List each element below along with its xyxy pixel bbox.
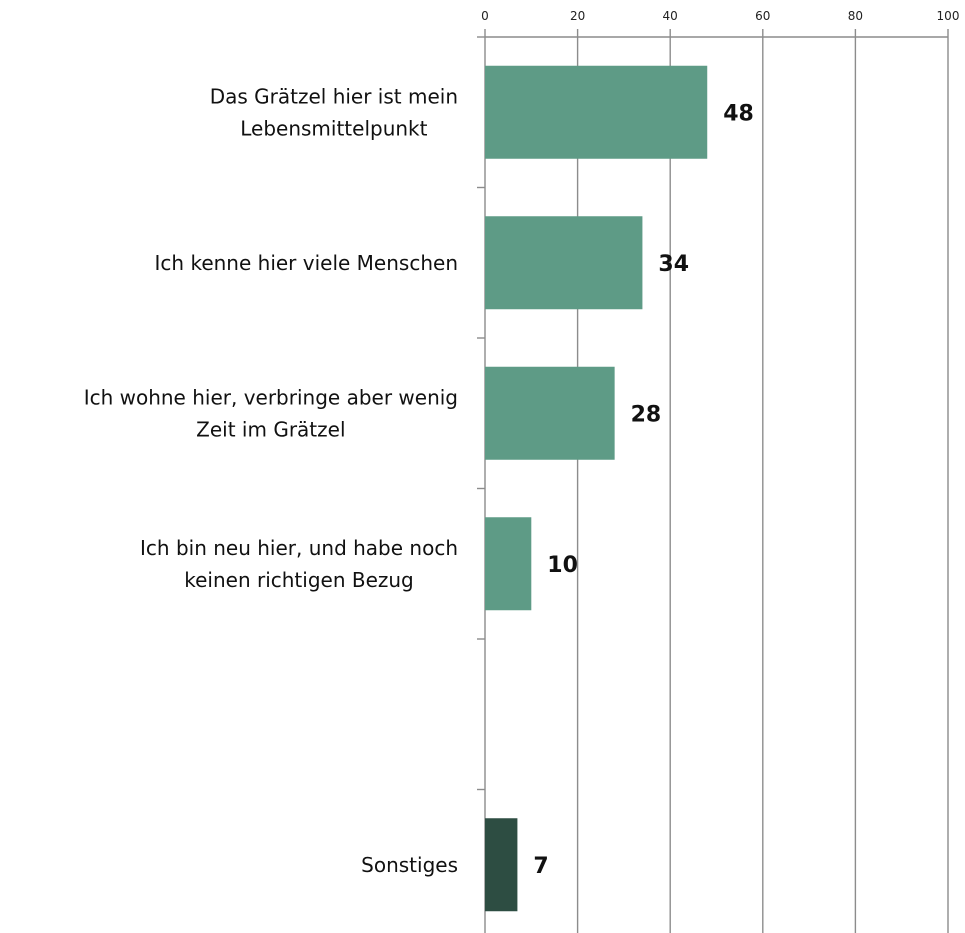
x-tick-label: 20 [570,9,585,23]
category-label: keinen richtigen Bezug [184,568,414,592]
value-label: 34 [658,252,689,277]
value-label: 7 [533,854,548,879]
category-label: Lebensmittelpunkt [240,116,427,140]
x-tick-label: 80 [848,9,863,23]
x-tick-label: 60 [755,9,770,23]
category-label: Zeit im Grätzel [196,417,345,441]
category-label: Ich bin neu hier, und habe noch [140,536,458,560]
x-tick-label: 0 [481,9,489,23]
category-label: Sonstiges [361,853,458,877]
category-label: Das Grätzel hier ist mein [210,84,458,108]
x-tick-label: 40 [663,9,678,23]
bar [485,216,643,310]
category-labels: Das Grätzel hier ist mein Lebensmittelpun… [84,84,458,877]
value-labels: 48 34 28 10 7 [533,101,753,879]
value-label: 10 [547,553,578,578]
gridlines [484,37,949,933]
bar [485,65,708,159]
value-label: 48 [723,101,754,126]
category-label: Ich kenne hier viele Menschen [155,251,458,275]
value-label: 28 [631,402,662,427]
bar [485,818,518,912]
bar [485,366,615,460]
bars [485,65,708,912]
bar [485,517,532,611]
x-tick-label: 100 [937,9,960,23]
category-label: Ich wohne hier, verbringe aber wenig [84,385,458,409]
x-axis-ticks: 0 20 40 60 80 100 [477,9,960,791]
